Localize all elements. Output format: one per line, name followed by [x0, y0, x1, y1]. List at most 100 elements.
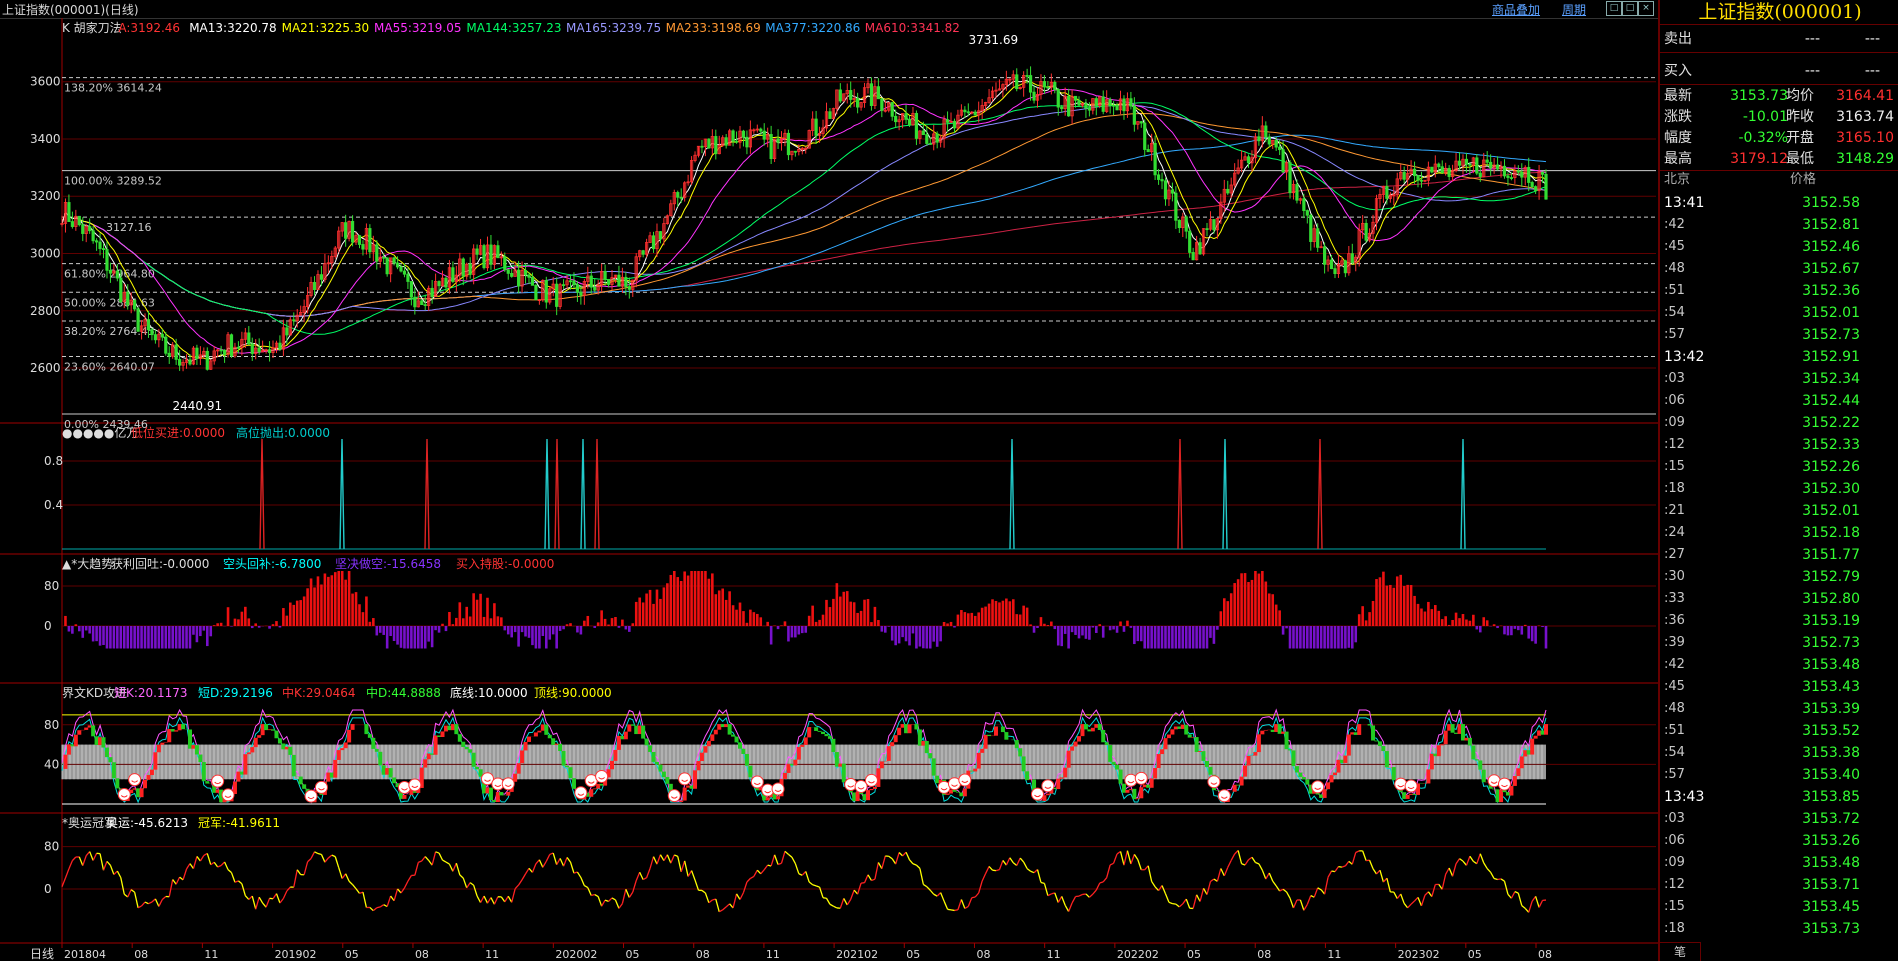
legend-item: 中D:44.8888 [366, 685, 441, 700]
smiley-mouth [411, 785, 419, 788]
tick-price: 3153.52 [1802, 723, 1860, 739]
olympic-line [1427, 891, 1433, 897]
candle-body [655, 231, 659, 250]
close-button[interactable]: × [1638, 1, 1654, 16]
olympic-line [1448, 867, 1454, 877]
chart-area[interactable]: 3600 3400 3200 3000 2800 2600 138.20% 3614.24 1… [0, 18, 1658, 961]
legend-item: MA377:3220.86 [765, 21, 860, 35]
candle-body [797, 148, 801, 152]
quote-label: 最新 [1664, 88, 1692, 104]
olympic-line [490, 897, 495, 905]
olympic-line [185, 863, 191, 870]
tick-price: 3153.26 [1802, 833, 1860, 849]
olympic-line [957, 899, 963, 910]
y-tick-label: 0.4 [44, 498, 63, 512]
olympic-line [220, 861, 226, 866]
tick-time: :09 [1664, 855, 1685, 870]
candle-body [942, 119, 946, 139]
smiley-icon [117, 787, 131, 801]
olympic-line [158, 899, 163, 907]
candle-body [181, 362, 185, 366]
olympic-line [902, 851, 907, 857]
olympic-line [1043, 883, 1049, 896]
x-tick-label: 202202 [1117, 948, 1159, 961]
olympic-line [1023, 861, 1028, 869]
olympic-line [234, 880, 239, 883]
candle-body [1464, 158, 1469, 165]
olympic-line [1088, 893, 1094, 898]
olympic-line [1355, 850, 1360, 854]
tick-row: :30 3152.79 [1660, 566, 1898, 588]
quote-value: 3165.10 [1836, 130, 1894, 146]
olympic-line [1348, 860, 1353, 865]
candle-body [198, 354, 202, 359]
ticks-tab[interactable]: 笔 [1660, 942, 1701, 961]
x-tick-label: 08 [415, 948, 429, 961]
period-link[interactable]: 周期 [1562, 3, 1587, 17]
candle-body [849, 90, 853, 100]
candle-body [900, 113, 905, 121]
candle-body [873, 86, 877, 106]
olympic-line [524, 867, 530, 875]
olympic-line [1376, 869, 1381, 875]
candle-body [247, 332, 251, 345]
olympic-line [663, 854, 668, 862]
candle-body [648, 235, 652, 243]
olympic-line [476, 895, 482, 903]
olympic-line [545, 854, 551, 862]
olympic-line [943, 900, 949, 910]
candle-body [1146, 149, 1150, 153]
candle-body [430, 287, 434, 298]
maximize-button[interactable]: □ [1622, 1, 1638, 16]
candle-body [748, 129, 752, 148]
x-tick-label: 05 [906, 948, 920, 961]
olympic-line [282, 890, 288, 899]
candle-body [254, 347, 258, 354]
candle-body [1388, 194, 1392, 199]
olympic-line [770, 854, 776, 867]
candle-body [205, 350, 209, 370]
fib-level-label: 100.00% 3289.52 [64, 175, 162, 188]
olympic-line [1393, 891, 1398, 899]
tick-row: :39 3152.73 [1660, 632, 1898, 654]
tick-row: :18 3153.73 [1660, 918, 1898, 940]
smiley-mouth [1397, 784, 1405, 788]
candle-body [859, 102, 863, 108]
olympic-line [338, 867, 343, 879]
candle-body [932, 133, 936, 145]
olympic-line [732, 893, 738, 909]
candle-body [568, 280, 573, 283]
olympic-line [372, 907, 378, 912]
restore-button[interactable]: □ [1606, 1, 1622, 16]
fib-level-label: 138.20% 3614.24 [64, 82, 162, 95]
tick-price: 3152.01 [1802, 503, 1860, 519]
olympic-line [1438, 883, 1443, 890]
candle-body [454, 274, 458, 282]
candle-body [800, 147, 804, 150]
tick-row: :36 3153.19 [1660, 610, 1898, 632]
olympic-line [206, 853, 212, 865]
candle-body [683, 182, 687, 198]
smiley-icon [854, 779, 868, 793]
olympic-line [203, 852, 208, 857]
candle-body [1509, 177, 1514, 179]
candle-body [779, 138, 784, 143]
olympic-line [1538, 900, 1544, 908]
olympic-line [1119, 851, 1125, 866]
candle-body [1246, 156, 1251, 164]
candle-body [385, 257, 389, 275]
olympic-line [808, 881, 814, 886]
candle-body [468, 263, 472, 275]
olympic-line [608, 897, 613, 902]
tick-time: :51 [1664, 283, 1685, 298]
candle-body [326, 262, 330, 265]
candle-body [842, 93, 846, 102]
tick-row: :57 3153.40 [1660, 764, 1898, 786]
candle-body [814, 118, 818, 136]
overlay-link[interactable]: 商品叠加 [1492, 3, 1541, 17]
candle-body [1350, 253, 1354, 263]
candle-body [98, 241, 102, 249]
buy-label: 买入 [1664, 63, 1692, 79]
olympic-line [307, 858, 312, 863]
candle-body [1468, 163, 1472, 166]
